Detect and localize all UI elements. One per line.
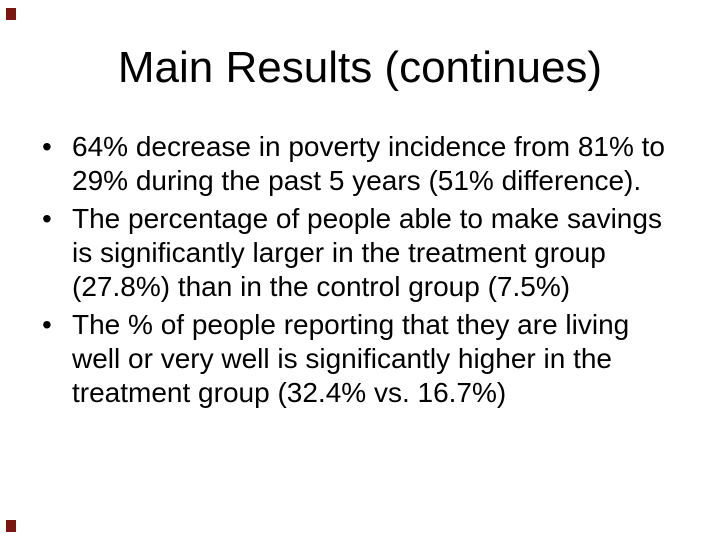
bullet-line: is significantly larger in the treatment… [72,237,606,268]
bullet-line: 29% during the past 5 years (51% differe… [72,165,642,196]
corner-mark-top-left [6,8,16,20]
bullet-line: The percentage of people able to make sa… [72,203,662,234]
corner-mark-bottom-left [6,520,16,532]
bullet-icon: • [42,131,52,162]
bullet-line: treatment group (32.4% vs. 16.7%) [72,377,507,408]
slide-title: Main Results (continues) [117,43,603,92]
bullet-line: 64% decrease in poverty incidence from 8… [72,131,665,162]
bullet-line: well or very well is significantly highe… [72,343,612,374]
bullet-list: • 64% decrease in poverty incidence from… [0,130,720,414]
bullet-line: The % of people reporting that they are … [72,309,630,340]
bullet-icon: • [42,203,52,234]
bullet-icon: • [42,309,52,340]
bullet-item-3: • The % of people reporting that they ar… [0,308,720,410]
bullet-line: (27.8%) than in the control group (7.5%) [72,271,571,302]
bullet-item-2: • The percentage of people able to make … [0,202,720,304]
bullet-item-1: • 64% decrease in poverty incidence from… [0,130,720,198]
